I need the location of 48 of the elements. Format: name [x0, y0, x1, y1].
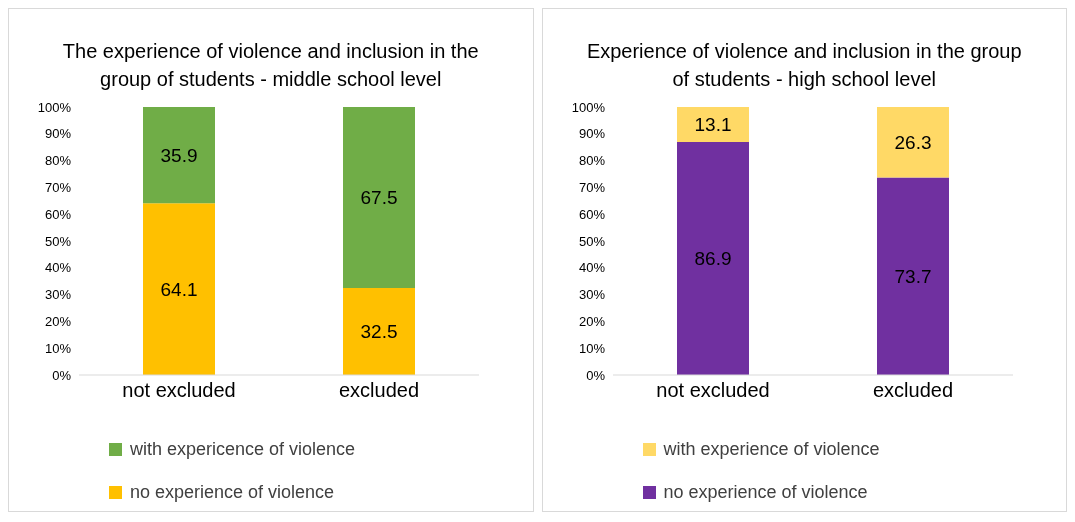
data-label: 67.5 [360, 187, 398, 209]
bar [876, 177, 949, 375]
y-tick-label: 100% [37, 99, 72, 115]
y-tick-label: 60% [44, 206, 72, 222]
x-tick-label: not excluded [122, 379, 236, 402]
y-tick-label: 50% [578, 233, 605, 249]
bar [876, 107, 949, 178]
y-tick-label: 70% [44, 180, 72, 196]
y-tick-label: 70% [578, 180, 605, 196]
data-label: 13.1 [694, 114, 731, 136]
data-label: 32.5 [360, 321, 398, 343]
chart-title: The experience of violence and inclusion in the group of students - middle school level [61, 39, 480, 92]
x-tick-label: not excluded [655, 379, 770, 402]
y-tick-label: 10% [44, 340, 72, 356]
data-label: 73.7 [894, 265, 931, 287]
y-tick-label: 90% [578, 126, 605, 142]
bar [343, 287, 415, 375]
y-tick-label: 90% [44, 126, 72, 142]
y-tick-label: 30% [44, 287, 72, 303]
y-tick-label: 80% [44, 153, 72, 169]
y-tick-label: 60% [578, 206, 605, 222]
y-tick-label: 20% [44, 314, 72, 330]
legend-label: with expericence of violence [130, 439, 356, 460]
bar [343, 107, 415, 288]
y-tick-label: 40% [44, 260, 72, 276]
y-tick-label: 30% [578, 287, 605, 303]
data-label: 86.9 [694, 248, 731, 270]
data-label: 64.1 [160, 278, 198, 300]
data-label: 35.9 [160, 144, 198, 166]
chart-title: Experience of violence and inclusion in the group of students - high school level [585, 39, 1023, 92]
y-tick-label: 80% [578, 153, 605, 169]
y-tick-label: 10% [578, 340, 605, 356]
y-tick-label: 100% [571, 99, 605, 115]
x-tick-label: excluded [338, 379, 420, 402]
legend-label: with experience of violence [663, 439, 880, 460]
y-tick-label: 20% [578, 314, 605, 330]
data-label: 26.3 [894, 131, 931, 153]
x-tick-label: excluded [872, 379, 953, 402]
bar [676, 107, 749, 143]
bar [143, 107, 215, 204]
y-tick-label: 40% [578, 260, 605, 276]
legend-label: no experience of violence [663, 482, 868, 503]
bar [676, 142, 749, 375]
y-tick-label: 50% [44, 233, 72, 249]
legend-label: no experience of violence [130, 482, 335, 503]
bar [143, 203, 215, 375]
y-tick-label: 0% [585, 367, 605, 383]
y-tick-label: 0% [52, 367, 72, 383]
